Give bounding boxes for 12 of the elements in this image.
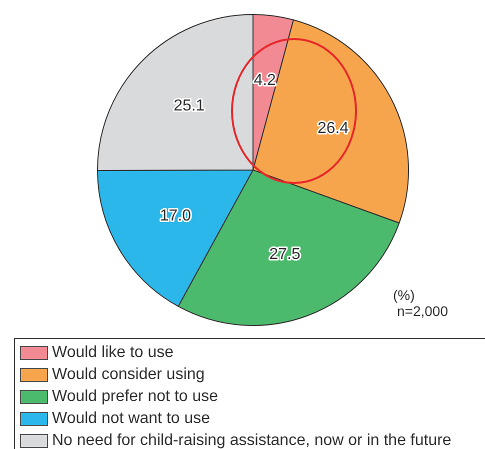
legend-label: Would prefer not to use [52, 388, 218, 406]
legend-label: Would like to use [52, 344, 174, 362]
data-label: 26.4 [317, 120, 349, 137]
text: n=2,000 [397, 303, 448, 319]
data-label: 25.1 [174, 98, 205, 115]
data-label: 4.2 [254, 72, 276, 89]
data-label: 17.0 [160, 207, 192, 224]
legend-label: No need for child-raising assistance, now or in the future [52, 432, 452, 449]
legend-label: Would not want to use [52, 410, 210, 428]
data-label: 27.5 [269, 246, 300, 263]
legend-label: Would consider using [52, 366, 205, 384]
text: (%) [393, 287, 416, 303]
